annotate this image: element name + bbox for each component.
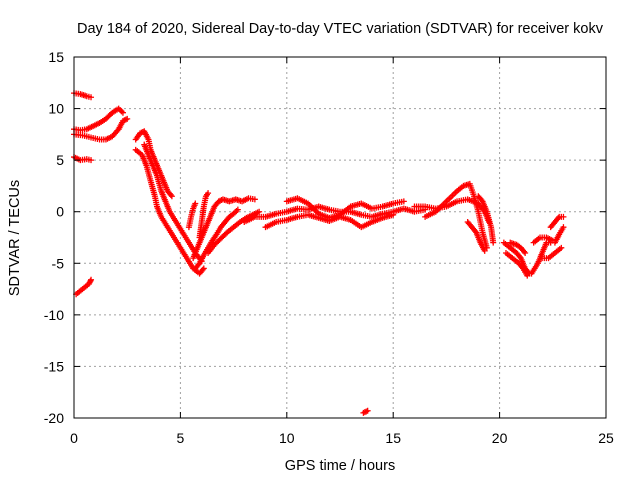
y-tick-label: -20 [44, 410, 64, 426]
data-point [200, 265, 207, 272]
y-tick-label: 10 [48, 101, 64, 117]
data-point [518, 264, 525, 271]
y-tick-label: 15 [48, 49, 64, 65]
x-tick-label: 15 [385, 430, 401, 446]
data-point [168, 193, 175, 200]
data-point [88, 157, 95, 164]
data-point [472, 228, 479, 235]
x-tick-label: 10 [279, 430, 295, 446]
data-point [205, 190, 212, 197]
x-tick-label: 5 [177, 430, 185, 446]
y-tick-label: -10 [44, 307, 64, 323]
data-point [192, 200, 199, 207]
data-point [88, 94, 95, 101]
data-point [516, 253, 523, 260]
x-tick-label: 25 [598, 430, 614, 446]
data-point [390, 211, 397, 218]
data-point [199, 266, 206, 273]
data-point [400, 198, 407, 205]
data-point [478, 197, 485, 204]
y-tick-label: 0 [56, 204, 64, 220]
y-tick-label: 5 [56, 152, 64, 168]
data-point [88, 276, 95, 283]
data-point [364, 407, 371, 414]
data-point [560, 224, 567, 231]
data-point [256, 208, 263, 215]
x-axis-ticks: 0 5 10 15 20 25 [70, 57, 614, 446]
data-point [481, 247, 488, 254]
x-axis-label: GPS time / hours [285, 458, 395, 474]
data-point [119, 109, 126, 116]
data-point [490, 239, 497, 246]
data-point [521, 248, 528, 255]
data-point [124, 115, 131, 122]
data-point [524, 272, 531, 279]
x-tick-label: 20 [492, 430, 508, 446]
data-point [251, 196, 258, 203]
data-point [560, 213, 567, 220]
data-point [558, 244, 565, 251]
data-point [555, 215, 562, 222]
y-tick-label: -5 [52, 255, 65, 271]
data-point [522, 249, 529, 256]
y-axis-ticks: -20 -15 -10 -5 0 5 10 15 [44, 49, 606, 426]
x-tick-label: 0 [70, 430, 78, 446]
y-tick-label: -15 [44, 358, 64, 374]
chart-title: Day 184 of 2020, Sidereal Day-to-day VTE… [77, 21, 604, 37]
y-axis-label: SDTVAR / TECUs [7, 180, 23, 296]
data-point [234, 206, 241, 213]
data-points [71, 90, 567, 416]
plot-frame [73, 56, 607, 419]
data-point [167, 191, 174, 198]
